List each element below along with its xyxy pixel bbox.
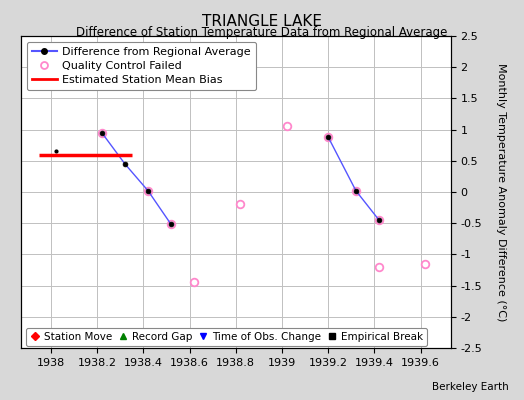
Y-axis label: Monthly Temperature Anomaly Difference (°C): Monthly Temperature Anomaly Difference (… — [496, 63, 506, 321]
Text: Difference of Station Temperature Data from Regional Average: Difference of Station Temperature Data f… — [77, 26, 447, 39]
Text: TRIANGLE LAKE: TRIANGLE LAKE — [202, 14, 322, 29]
Legend: Station Move, Record Gap, Time of Obs. Change, Empirical Break: Station Move, Record Gap, Time of Obs. C… — [26, 328, 427, 346]
Text: Berkeley Earth: Berkeley Earth — [432, 382, 508, 392]
